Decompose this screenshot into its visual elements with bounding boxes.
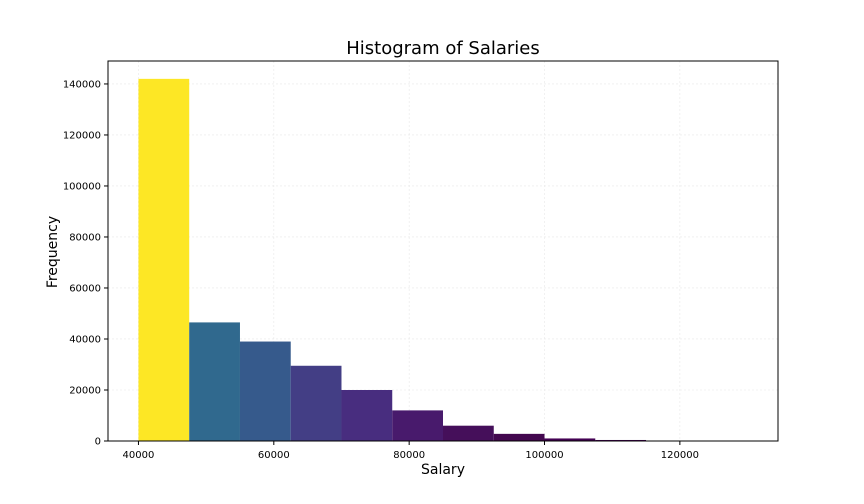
histogram-bar — [595, 439, 647, 441]
histogram-bar — [443, 425, 494, 441]
y-tick-label: 40000 — [69, 334, 101, 345]
histogram-bar — [392, 410, 443, 441]
histogram-bar — [189, 322, 240, 441]
axes — [107, 60, 779, 442]
histogram-bar — [341, 389, 393, 441]
y-tick-label: 20000 — [69, 385, 101, 396]
y-tick-label: 140000 — [63, 79, 101, 90]
chart-title: Histogram of Salaries — [346, 38, 540, 59]
x-tick-label: 60000 — [258, 450, 290, 461]
x-axis-label: Salary — [421, 462, 465, 478]
y-tick-label: 0 — [95, 437, 101, 448]
histogram-bar — [544, 438, 596, 441]
plot-frame — [107, 60, 779, 442]
y-tick-label: 120000 — [63, 130, 101, 141]
y-tick-label: 60000 — [69, 283, 101, 294]
x-axis-ticks: 40000 60000 80000 100000 120000 — [123, 441, 699, 461]
histogram-bar — [239, 341, 291, 441]
x-tick-label: 120000 — [661, 450, 699, 461]
y-axis-ticks: 0 20000 40000 60000 80000 100000 120000 140000 — [63, 79, 108, 448]
histogram-bar — [290, 365, 342, 441]
histogram-bar — [138, 78, 190, 441]
x-tick-label: 100000 — [525, 450, 563, 461]
y-axis-label: Frequency — [45, 216, 61, 288]
histogram-bars — [138, 78, 748, 441]
y-tick-label: 100000 — [63, 181, 101, 192]
x-tick-label: 80000 — [393, 450, 425, 461]
histogram-bar — [493, 433, 545, 441]
x-tick-label: 40000 — [123, 450, 155, 461]
y-tick-label: 80000 — [69, 232, 101, 243]
